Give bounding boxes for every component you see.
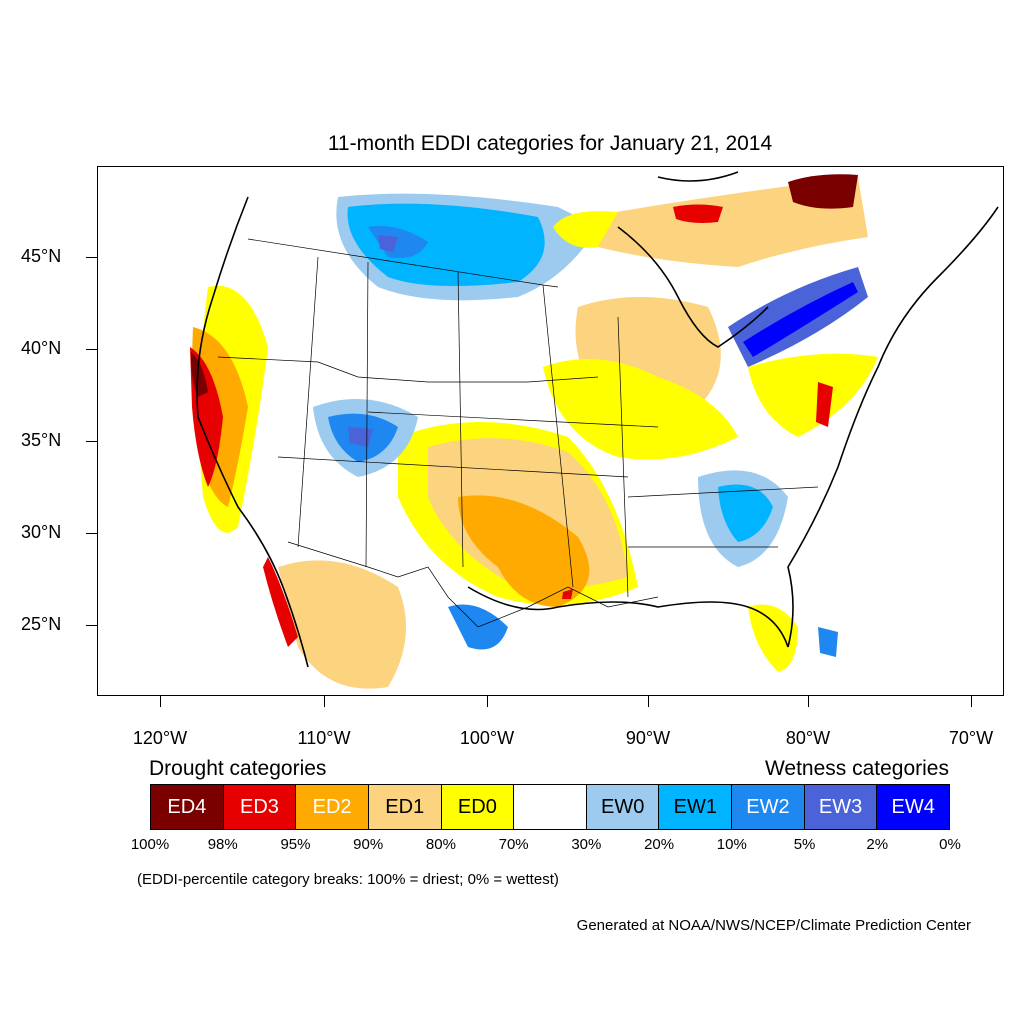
break-label: 0% xyxy=(939,836,961,853)
region-ew2-north xyxy=(368,226,428,258)
lon-label-90w: 90°W xyxy=(625,728,671,748)
region-ew1-caribbean xyxy=(818,627,838,657)
region-ed0-ne-coast xyxy=(748,353,878,437)
region-ed2-plains xyxy=(458,495,590,607)
region-ew1-se xyxy=(718,484,773,542)
break-label: 30% xyxy=(571,836,602,853)
lat-label-35: 35°N xyxy=(21,430,62,450)
hudson-bay-shore xyxy=(657,171,739,182)
break-label: 90% xyxy=(353,836,384,853)
break-label: 95% xyxy=(280,836,311,853)
lat-tick xyxy=(86,441,97,442)
wetness-categories-heading: Wetness categories xyxy=(764,757,949,780)
great-lakes xyxy=(617,226,769,348)
region-ed0-midwest xyxy=(543,359,738,460)
break-label: 10% xyxy=(716,836,747,853)
map-panel[interactable] xyxy=(97,166,1004,696)
break-label: 80% xyxy=(425,836,456,853)
border-e-w-1 xyxy=(277,456,629,478)
region-ed3-baja xyxy=(263,557,298,647)
border-west xyxy=(217,356,599,383)
coastline-atlantic xyxy=(787,206,999,648)
lon-tick xyxy=(648,696,649,707)
legend-cell-ew2: EW2 xyxy=(732,785,805,829)
drought-categories-heading: Drought categories xyxy=(149,757,327,780)
lon-label-100w: 100°W xyxy=(459,728,515,748)
break-label: 20% xyxy=(644,836,675,853)
region-ew3-north xyxy=(378,235,398,252)
break-label: 70% xyxy=(498,836,529,853)
lon-tick xyxy=(808,696,809,707)
region-ed3-plains xyxy=(562,589,573,599)
border-n-s-3 xyxy=(457,271,464,568)
coastline-pacific xyxy=(196,196,309,668)
legend-cell-ew3: EW3 xyxy=(804,785,878,829)
lon-label-80w: 80°W xyxy=(785,728,831,748)
lon-label-120w: 120°W xyxy=(132,728,188,748)
border-n-s-2 xyxy=(365,261,369,568)
state-boundaries xyxy=(217,238,819,628)
border-n-s-1 xyxy=(297,256,319,548)
region-ed0-ne xyxy=(553,211,618,248)
break-label: 98% xyxy=(207,836,238,853)
region-ew1-north xyxy=(347,203,545,286)
lat-label-25: 25°N xyxy=(21,614,62,634)
coastline-gulf xyxy=(467,586,789,648)
border-e-w-3 xyxy=(627,486,819,498)
lat-tick xyxy=(86,257,97,258)
lat-tick xyxy=(86,625,97,626)
legend-cell-ed0: ED0 xyxy=(441,785,515,829)
lat-tick xyxy=(86,533,97,534)
border-usa-canada xyxy=(247,238,559,288)
lat-label-45: 45°N xyxy=(21,246,62,266)
legend-cell-ew0: EW0 xyxy=(586,785,660,829)
coastlines xyxy=(196,171,999,668)
lat-label-40: 40°N xyxy=(21,338,62,358)
break-label: 5% xyxy=(793,836,816,853)
legend-cell-ed4: ED4 xyxy=(151,785,224,829)
legend-cell-ed3: ED3 xyxy=(223,785,297,829)
map-title: 11-month EDDI categories for January 21,… xyxy=(327,132,773,155)
region-ed4-ne xyxy=(788,174,858,209)
lat-label-30: 30°N xyxy=(21,522,62,542)
lat-tick xyxy=(86,349,97,350)
region-ed4-west xyxy=(190,352,208,397)
region-ed3-ne xyxy=(673,204,723,223)
lon-label-70w: 70°W xyxy=(948,728,994,748)
border-n-s-4 xyxy=(542,284,574,588)
lon-tick xyxy=(971,696,972,707)
lon-label-110w: 110°W xyxy=(297,728,351,748)
legend-cell-ed1: ED1 xyxy=(368,785,442,829)
region-ed0-florida xyxy=(748,604,798,672)
border-south xyxy=(287,541,659,628)
border-n-s-5 xyxy=(617,316,629,598)
region-ed3-atlantic xyxy=(816,382,833,427)
lon-tick xyxy=(160,696,161,707)
lon-tick xyxy=(487,696,488,707)
region-ew4-ne xyxy=(743,282,858,357)
category-note: (EDDI-percentile category breaks: 100% =… xyxy=(137,871,559,888)
legend-cell-ew1: EW1 xyxy=(659,785,733,829)
credit-line: Generated at NOAA/NWS/NCEP/Climate Predi… xyxy=(576,917,971,934)
category-colorbar: ED4 ED3 ED2 ED1 ED0 EW0 EW1 EW2 EW3 EW4 xyxy=(150,784,950,830)
lon-tick xyxy=(324,696,325,707)
category-regions xyxy=(190,174,878,689)
border-e-w-2 xyxy=(367,411,659,428)
break-label: 100% xyxy=(130,836,170,853)
legend-cell-neutral xyxy=(514,785,587,829)
legend-cell-ew4: EW4 xyxy=(877,785,950,829)
region-ed1-sw xyxy=(278,560,406,689)
break-label: 2% xyxy=(866,836,889,853)
eddi-map xyxy=(190,171,999,689)
legend-cell-ed2: ED2 xyxy=(296,785,369,829)
